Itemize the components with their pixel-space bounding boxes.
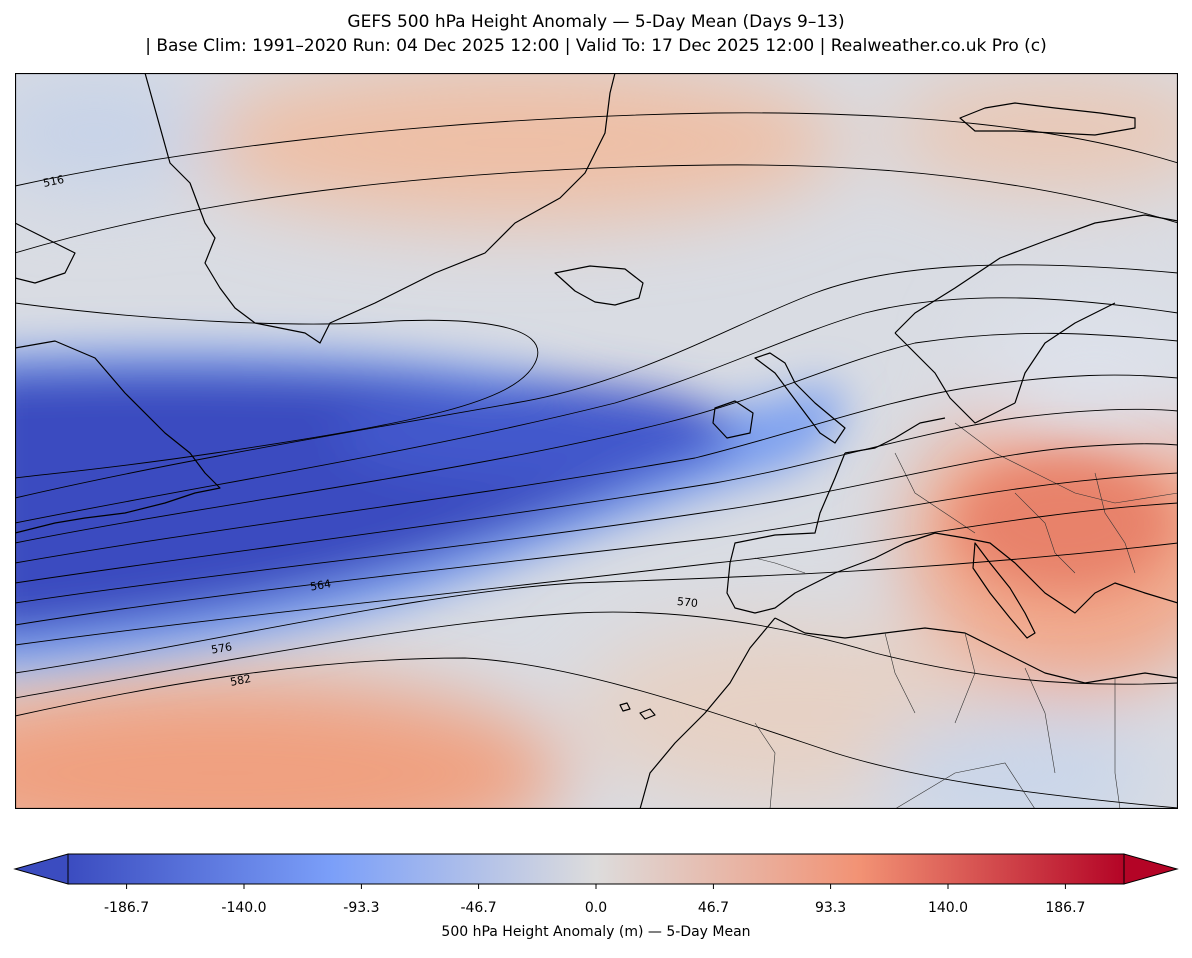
colorbar-tick-label: 140.0 (927, 900, 969, 916)
chart-subtitle: | Base Clim: 1991–2020 Run: 04 Dec 2025 … (145, 36, 1047, 56)
colorbar-tick-label: 0.0 (584, 900, 608, 916)
contour-label-516: 516 (42, 173, 65, 190)
colorbar-extend-min (13, 853, 69, 885)
colorbar-tick-label: -46.7 (460, 900, 497, 916)
colorbar-label: 500 hPa Height Anomaly (m) — 5-Day Mean (441, 924, 751, 940)
contour-label-570: 570 (676, 595, 698, 610)
contour-label-564: 564 (309, 577, 332, 593)
colorbar-extend-max (1123, 853, 1179, 885)
colorbar-tick-label: -140.0 (221, 900, 267, 916)
chart-title: GEFS 500 hPa Height Anomaly — 5-Day Mean… (347, 12, 845, 32)
contour-label-582: 582 (229, 672, 252, 689)
colorbar-tick-label: -93.3 (343, 900, 380, 916)
colorbar-tick-label: 186.7 (1045, 900, 1086, 916)
colorbar-gradient (67, 853, 1125, 885)
contour-label-576: 576 (210, 640, 233, 656)
anomaly-map: 516 564 570 576 582 (15, 73, 1178, 809)
colorbar-tick-label: 93.3 (814, 900, 847, 916)
colorbar-tick-label: 46.7 (697, 900, 729, 916)
colorbar (13, 853, 1179, 889)
colorbar-tick-label: -186.7 (104, 900, 150, 916)
